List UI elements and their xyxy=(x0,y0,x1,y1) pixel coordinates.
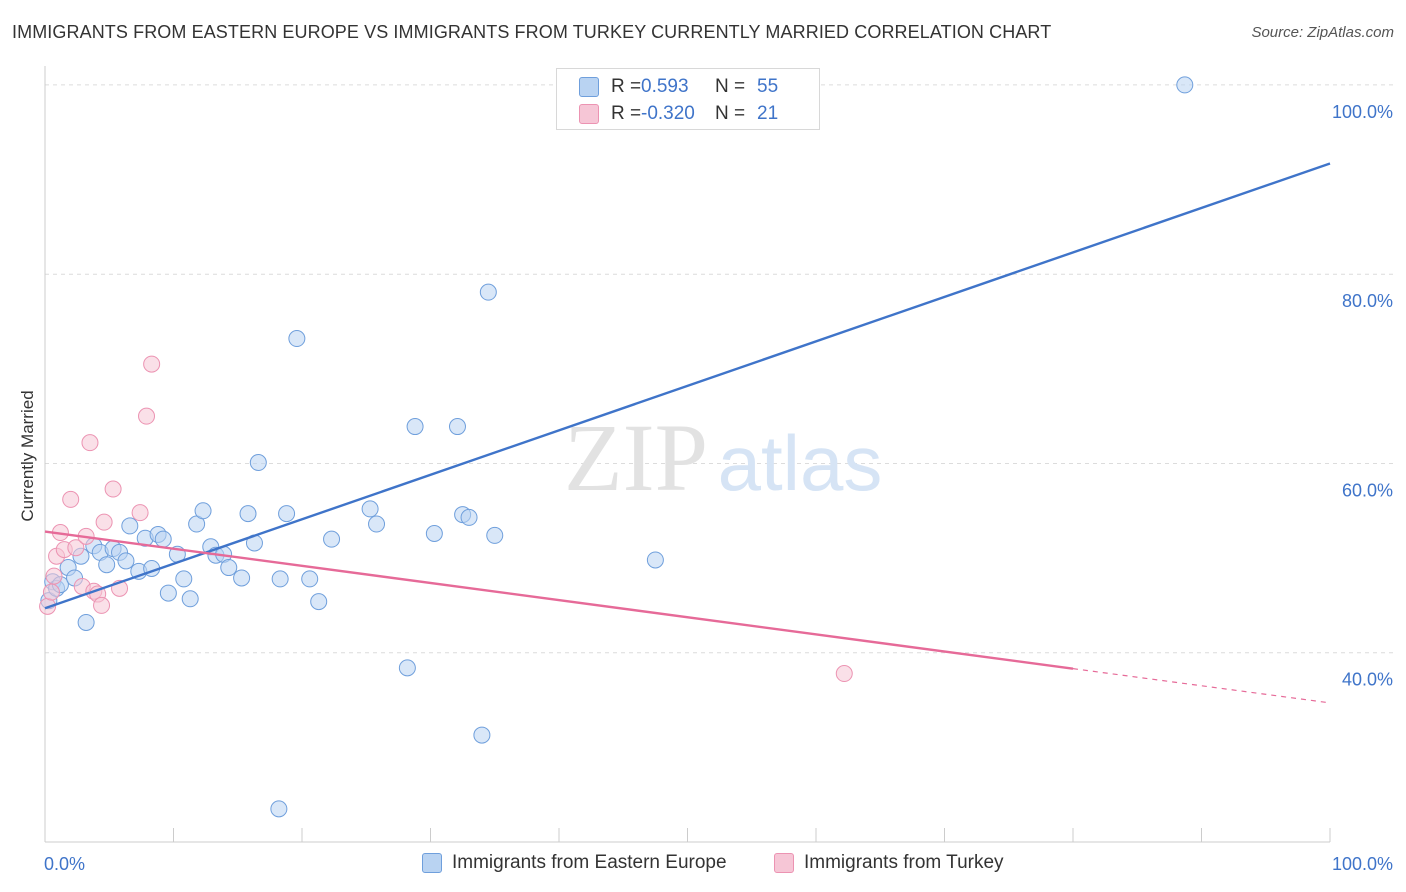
legend-swatch-pink xyxy=(774,853,794,873)
legend-swatch-blue xyxy=(579,77,599,97)
tick-labels: 40.0% 60.0% 80.0% 100.0% 0.0% 100.0% xyxy=(44,102,1393,874)
legend-r-value: -0.320 xyxy=(641,103,695,124)
legend-label-turkey: Immigrants from Turkey xyxy=(804,852,1004,873)
series-legend: Immigrants from Eastern Europe Immigrant… xyxy=(0,852,1406,878)
data-point-eastern-europe xyxy=(479,283,497,301)
data-point-turkey xyxy=(131,504,149,522)
trend-line-turkey xyxy=(44,530,1074,670)
legend-row-turkey: R = -0.320 N = 21 xyxy=(579,101,778,127)
data-point-turkey xyxy=(104,480,122,498)
data-point-eastern-europe xyxy=(301,570,319,588)
data-point-eastern-europe xyxy=(175,570,193,588)
legend-item-turkey[interactable]: Immigrants from Turkey xyxy=(774,852,1004,874)
data-point-turkey xyxy=(143,355,161,373)
data-point-eastern-europe xyxy=(646,551,664,569)
legend-n-value: 55 xyxy=(757,76,779,97)
data-point-eastern-europe xyxy=(239,505,257,523)
data-point-eastern-europe xyxy=(406,418,424,436)
x-tick-label: 0.0% xyxy=(44,854,85,874)
data-point-eastern-europe xyxy=(323,530,341,548)
trend-line-eastern-europe xyxy=(44,162,1331,610)
watermark-zip: ZIP xyxy=(564,404,708,511)
data-point-eastern-europe xyxy=(194,502,212,520)
legend-label-eastern-europe: Immigrants from Eastern Europe xyxy=(452,852,727,873)
data-point-turkey xyxy=(42,583,60,601)
legend-r-label: R = xyxy=(611,76,642,97)
watermark: ZIP atlas xyxy=(564,404,882,511)
legend-n-value: 21 xyxy=(757,103,779,124)
data-point-eastern-europe xyxy=(220,559,238,577)
data-point-eastern-europe xyxy=(486,526,504,544)
data-point-eastern-europe xyxy=(368,515,386,533)
data-point-turkey xyxy=(835,665,853,683)
y-tick-label: 80.0% xyxy=(1342,291,1393,311)
y-tick-label: 100.0% xyxy=(1332,102,1393,122)
legend-n-label: N = xyxy=(715,76,746,97)
data-point-eastern-europe xyxy=(154,530,172,548)
legend-swatch-blue xyxy=(422,853,442,873)
legend-swatch-pink xyxy=(579,104,599,124)
y-axis-label: Currently Married xyxy=(18,390,37,522)
data-point-eastern-europe xyxy=(121,517,139,535)
data-point-eastern-europe xyxy=(181,590,199,608)
data-point-eastern-europe xyxy=(270,800,288,818)
data-point-eastern-europe xyxy=(425,524,443,542)
gridlines xyxy=(45,84,1394,654)
data-point-turkey xyxy=(138,407,156,425)
data-point-turkey xyxy=(93,596,111,614)
data-point-turkey xyxy=(95,513,113,531)
data-point-eastern-europe xyxy=(310,593,328,611)
data-point-eastern-europe xyxy=(117,552,135,570)
data-point-eastern-europe xyxy=(288,330,306,348)
data-point-eastern-europe xyxy=(233,569,251,587)
x-tick-label: 100.0% xyxy=(1332,854,1393,874)
data-point-eastern-europe xyxy=(77,613,95,631)
source-credit: Source: ZipAtlas.com xyxy=(1251,24,1394,41)
data-point-turkey xyxy=(62,490,80,508)
watermark-atlas: atlas xyxy=(718,419,883,507)
legend-row-eastern-europe: R = 0.593 N = 55 xyxy=(579,74,778,100)
legend-item-eastern-europe[interactable]: Immigrants from Eastern Europe xyxy=(422,852,727,874)
data-point-eastern-europe xyxy=(249,454,267,472)
y-tick-label: 60.0% xyxy=(1342,480,1393,500)
data-point-turkey xyxy=(67,539,85,557)
data-point-eastern-europe xyxy=(98,556,116,574)
correlation-legend: R = 0.593 N = 55 R = -0.320 N = 21 xyxy=(556,68,820,130)
chart-title: IMMIGRANTS FROM EASTERN EUROPE VS IMMIGR… xyxy=(12,22,1052,42)
data-point-eastern-europe xyxy=(398,659,416,677)
y-tick-label: 40.0% xyxy=(1342,670,1393,690)
data-point-eastern-europe xyxy=(361,500,379,518)
data-point-eastern-europe xyxy=(460,508,478,526)
data-point-turkey xyxy=(81,434,99,452)
data-point-turkey xyxy=(45,567,63,585)
data-point-eastern-europe xyxy=(159,584,177,602)
data-point-eastern-europe xyxy=(448,418,466,436)
data-point-eastern-europe xyxy=(473,726,491,744)
axes xyxy=(44,66,1331,843)
trend-line-turkey-extrapolated xyxy=(1072,668,1331,704)
legend-n-label: N = xyxy=(715,103,746,124)
trend-lines xyxy=(44,162,1331,704)
legend-r-label: R = xyxy=(611,103,642,124)
data-point-eastern-europe xyxy=(1176,76,1194,94)
data-point-eastern-europe xyxy=(278,505,296,523)
legend-r-value: 0.593 xyxy=(641,76,689,97)
series-turkey-points xyxy=(39,355,853,683)
data-point-eastern-europe xyxy=(271,570,289,588)
